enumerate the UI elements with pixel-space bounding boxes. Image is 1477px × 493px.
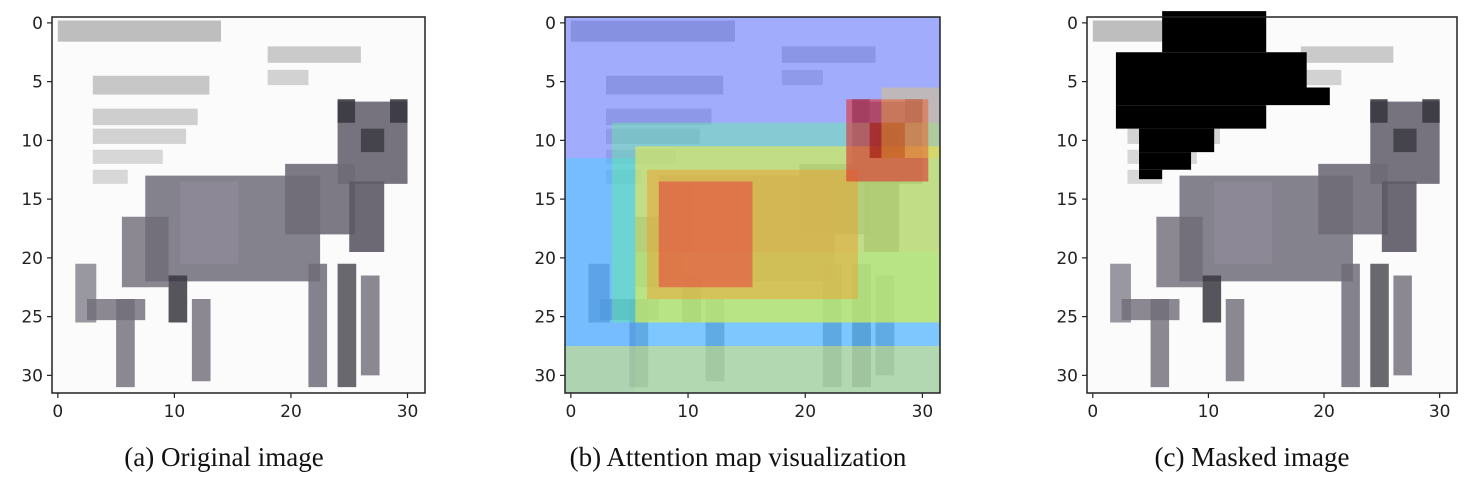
y-tick-label: 20 bbox=[1056, 249, 1078, 269]
y-tick-label: 5 bbox=[32, 73, 43, 93]
y-axis-ticks: 0 5 10 15 20 25 30 bbox=[534, 14, 565, 386]
y-tick-label: 15 bbox=[534, 190, 556, 210]
cat-silhouette bbox=[1110, 99, 1440, 388]
plot-masked: 0 5 10 15 20 25 30 0 10 20 30 bbox=[1056, 11, 1458, 422]
x-tick-label: 20 bbox=[1313, 402, 1335, 422]
cat-silhouette bbox=[75, 99, 408, 388]
x-tick-label: 30 bbox=[397, 402, 419, 422]
x-tick-label: 0 bbox=[52, 402, 63, 422]
x-tick-label: 10 bbox=[164, 402, 186, 422]
plot-frame bbox=[564, 16, 941, 394]
panel-original: 0 5 10 15 20 25 30 0 10 20 30 (a) Original image bbox=[0, 0, 480, 493]
plot-original: 0 5 10 15 20 25 30 0 10 20 30 bbox=[21, 14, 426, 422]
x-axis-ticks: 0 10 20 30 bbox=[1087, 393, 1450, 422]
y-axis-ticks: 0 5 10 15 20 25 30 bbox=[21, 14, 52, 386]
caption-original: (a) Original image bbox=[124, 442, 324, 472]
plot-frame bbox=[51, 16, 426, 394]
y-tick-label: 20 bbox=[534, 249, 556, 269]
x-tick-label: 10 bbox=[677, 402, 699, 422]
panel-masked: 0 5 10 15 20 25 30 0 10 20 30 (c) Masked image bbox=[1000, 0, 1477, 493]
black-mask-region bbox=[1115, 11, 1330, 180]
y-axis-ticks: 0 5 10 15 20 25 30 bbox=[1056, 14, 1087, 386]
x-axis-ticks: 0 10 20 30 bbox=[52, 393, 418, 422]
y-tick-label: 10 bbox=[534, 131, 556, 151]
plot-attention: 0 5 10 15 20 25 30 0 10 20 30 bbox=[534, 14, 941, 422]
x-tick-label: 30 bbox=[1429, 402, 1451, 422]
y-tick-label: 25 bbox=[21, 308, 43, 328]
y-tick-label: 0 bbox=[545, 14, 556, 34]
x-tick-label: 0 bbox=[565, 402, 576, 422]
y-tick-label: 10 bbox=[21, 131, 43, 151]
caption-masked: (c) Masked image bbox=[1154, 442, 1350, 472]
masked-image bbox=[1087, 11, 1457, 393]
caption-attention: (b) Attention map visualization bbox=[569, 442, 907, 472]
y-tick-label: 5 bbox=[545, 73, 556, 93]
y-tick-label: 15 bbox=[1056, 190, 1078, 210]
x-tick-label: 20 bbox=[280, 402, 302, 422]
y-tick-label: 25 bbox=[1056, 308, 1078, 328]
y-tick-label: 10 bbox=[1056, 131, 1078, 151]
x-axis-ticks: 0 10 20 30 bbox=[565, 393, 933, 422]
x-tick-label: 20 bbox=[794, 402, 816, 422]
attention-heatmap bbox=[565, 17, 940, 393]
y-tick-label: 20 bbox=[21, 249, 43, 269]
original-image bbox=[52, 17, 425, 393]
y-tick-label: 30 bbox=[1056, 366, 1078, 386]
plot-frame bbox=[1086, 16, 1458, 394]
attention-map-image bbox=[565, 17, 940, 393]
y-tick-label: 5 bbox=[1067, 73, 1078, 93]
x-tick-label: 10 bbox=[1198, 402, 1220, 422]
y-tick-label: 0 bbox=[1067, 14, 1078, 34]
x-tick-label: 30 bbox=[912, 402, 934, 422]
y-tick-label: 15 bbox=[21, 190, 43, 210]
y-tick-label: 30 bbox=[21, 366, 43, 386]
y-tick-label: 25 bbox=[534, 308, 556, 328]
x-tick-label: 0 bbox=[1087, 402, 1098, 422]
y-tick-label: 30 bbox=[534, 366, 556, 386]
y-tick-label: 0 bbox=[32, 14, 43, 34]
panel-attention: 0 5 10 15 20 25 30 0 10 20 30 (b) Attention map v… bbox=[500, 0, 980, 493]
